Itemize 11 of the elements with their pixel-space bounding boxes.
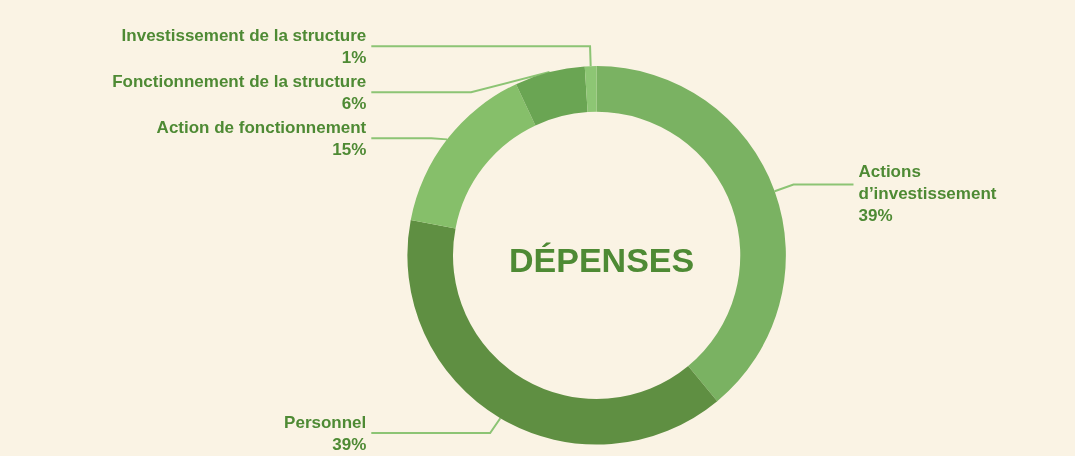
data-label: 1% [341, 47, 367, 67]
slice-label: Personnel [284, 412, 367, 432]
slice-label: Action de fonctionnement [156, 117, 367, 137]
data-label: 39% [858, 205, 893, 225]
slice-label: Actions d’investissement [858, 161, 997, 203]
data-label: 39% [332, 434, 367, 454]
slice-label: Fonctionnement de la structure [112, 71, 367, 91]
data-label: 15% [332, 139, 367, 159]
slice-label: Investissement de la structure [121, 25, 367, 45]
data-label: 6% [341, 93, 367, 113]
text: DÉPENSES [509, 241, 695, 280]
